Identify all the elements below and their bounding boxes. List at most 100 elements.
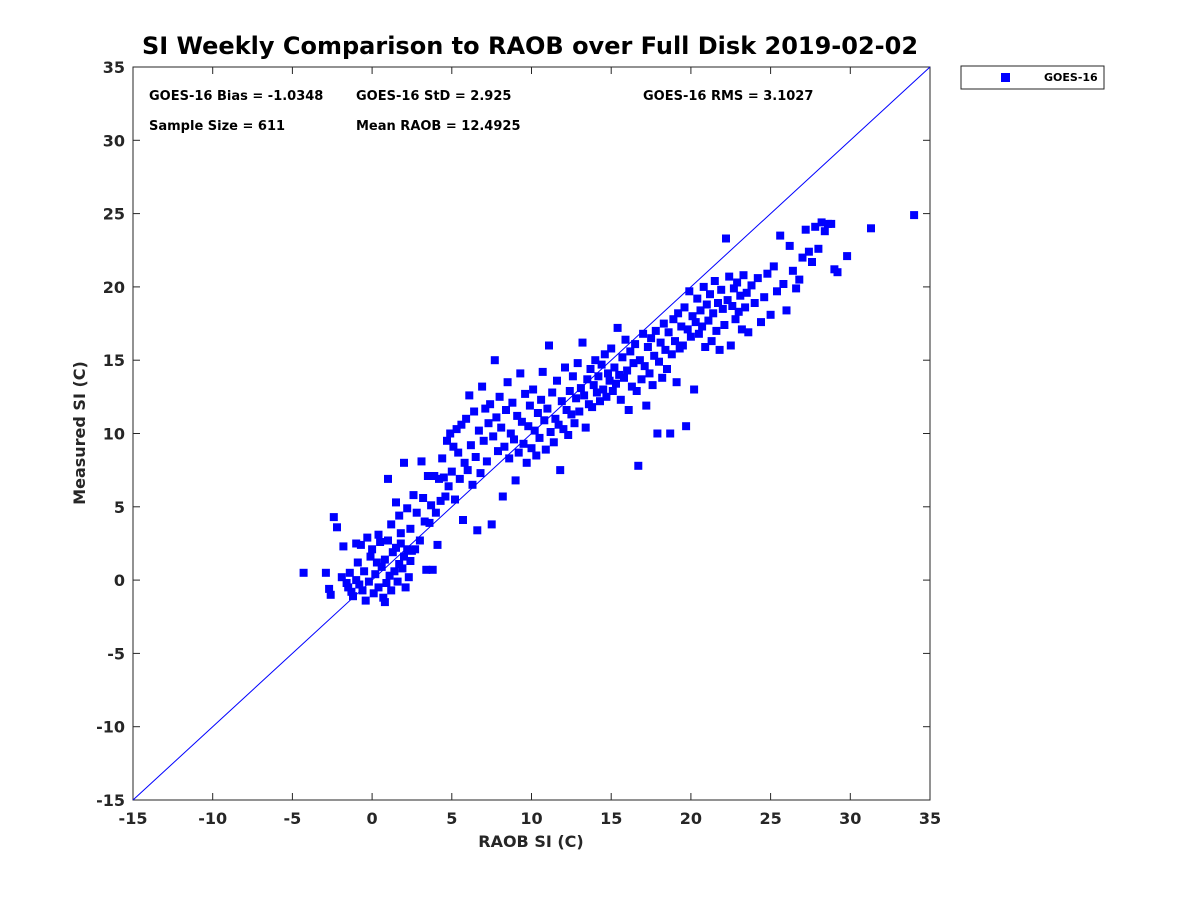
data-point xyxy=(447,467,456,476)
stats-annotations: GOES-16 Bias = -1.0348 GOES-16 StD = 2.9… xyxy=(149,89,813,134)
y-tick-label: 10 xyxy=(103,425,125,444)
legend-marker xyxy=(1001,73,1010,82)
data-point xyxy=(623,366,632,375)
data-point xyxy=(564,431,573,439)
data-point xyxy=(573,359,582,368)
data-point xyxy=(545,341,553,350)
data-point xyxy=(627,382,636,391)
data-point xyxy=(425,518,434,527)
data-point xyxy=(556,466,565,475)
data-point xyxy=(524,422,533,431)
data-point xyxy=(696,306,705,315)
data-point xyxy=(511,476,520,485)
data-point xyxy=(495,392,504,401)
data-point xyxy=(773,287,781,296)
data-point xyxy=(537,395,546,404)
data-point xyxy=(626,347,635,356)
data-point xyxy=(804,247,813,256)
data-point xyxy=(390,567,399,576)
data-point xyxy=(352,576,361,585)
data-point xyxy=(605,376,614,385)
data-point xyxy=(726,341,735,350)
data-point xyxy=(535,433,544,442)
data-point xyxy=(655,357,663,366)
data-point xyxy=(374,583,383,592)
x-tick-label: -15 xyxy=(119,809,148,828)
data-point xyxy=(702,300,711,309)
data-point xyxy=(466,441,475,450)
data-point xyxy=(722,234,730,243)
data-point xyxy=(344,583,353,592)
data-point xyxy=(371,570,380,579)
data-point xyxy=(519,439,528,448)
data-point xyxy=(843,252,852,261)
data-point xyxy=(808,258,816,266)
data-point xyxy=(820,227,829,236)
data-point xyxy=(436,496,445,505)
data-point xyxy=(406,524,415,533)
data-point xyxy=(339,542,348,551)
y-tick-label: 0 xyxy=(114,571,125,590)
x-tick-label: 35 xyxy=(919,809,941,828)
data-point xyxy=(779,280,788,288)
data-point xyxy=(581,423,590,432)
data-point xyxy=(651,326,660,335)
data-point xyxy=(769,262,778,271)
data-point xyxy=(562,406,571,414)
y-tick-label: 35 xyxy=(103,58,125,77)
data-point xyxy=(392,543,400,552)
data-point xyxy=(811,222,820,231)
legend-label-goes16: GOES-16 xyxy=(1044,71,1098,84)
data-point xyxy=(763,269,772,278)
data-point xyxy=(541,445,550,454)
data-point xyxy=(444,482,453,491)
data-point xyxy=(632,387,641,395)
data-point xyxy=(795,275,804,284)
data-point xyxy=(395,560,404,568)
data-point xyxy=(481,404,490,413)
data-point xyxy=(455,474,464,483)
data-point xyxy=(360,567,369,576)
data-point xyxy=(379,593,388,602)
data-point xyxy=(433,540,442,549)
data-point xyxy=(543,404,552,413)
data-point xyxy=(530,426,539,435)
data-point xyxy=(353,558,362,567)
data-point xyxy=(377,562,386,571)
chart-title: SI Weekly Comparison to RAOB over Full D… xyxy=(142,32,918,60)
data-point xyxy=(742,288,751,297)
data-point xyxy=(596,397,604,406)
data-point xyxy=(631,340,640,349)
data-point xyxy=(674,309,683,318)
data-point xyxy=(669,315,678,324)
data-point xyxy=(568,372,577,381)
data-point xyxy=(549,438,558,447)
data-point xyxy=(642,401,651,410)
data-point xyxy=(476,469,485,478)
data-point xyxy=(747,281,756,290)
data-point xyxy=(683,325,692,334)
data-point xyxy=(487,520,496,529)
data-point xyxy=(650,351,659,360)
data-point xyxy=(406,557,415,565)
data-point xyxy=(575,407,584,416)
data-point xyxy=(557,397,566,406)
data-point xyxy=(776,231,785,240)
y-tick-label: 5 xyxy=(114,498,125,517)
data-point xyxy=(404,573,413,582)
data-point xyxy=(352,539,361,548)
data-point xyxy=(712,326,721,335)
data-point xyxy=(503,378,512,387)
data-point xyxy=(635,356,644,365)
data-point xyxy=(395,511,404,520)
data-point xyxy=(546,428,555,436)
data-point xyxy=(910,211,919,220)
data-point xyxy=(594,372,603,381)
data-point xyxy=(361,596,370,605)
data-point xyxy=(709,309,718,318)
data-point xyxy=(718,304,727,313)
data-point xyxy=(443,436,451,445)
x-tick-label: -10 xyxy=(198,809,227,828)
data-point xyxy=(417,457,426,466)
data-point xyxy=(634,461,643,470)
